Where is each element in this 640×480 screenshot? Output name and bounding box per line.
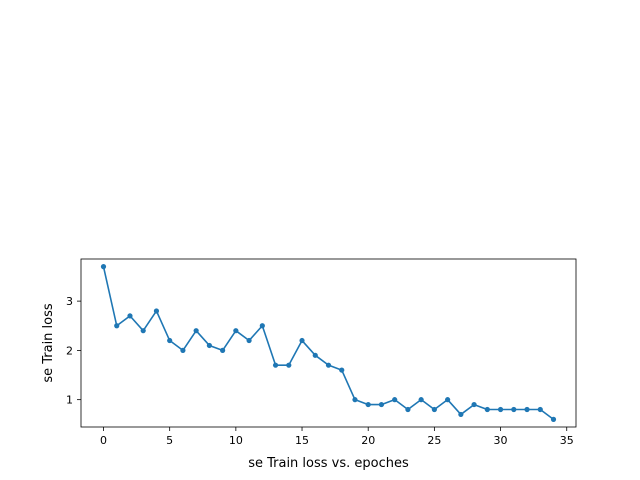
data-point — [259, 323, 265, 329]
data-point — [352, 397, 358, 403]
data-point — [299, 337, 305, 344]
data-point — [445, 397, 451, 403]
data-point — [127, 313, 133, 319]
x-tick-label: 20 — [361, 434, 375, 447]
data-point — [392, 397, 398, 403]
data-point — [471, 401, 477, 408]
x-tick-label: 30 — [494, 434, 508, 447]
axes-frame — [80, 258, 577, 428]
x-tick-label: 5 — [166, 434, 173, 447]
data-point — [100, 264, 107, 270]
data-point — [140, 328, 146, 334]
data-point — [286, 362, 292, 368]
x-tick-label: 10 — [229, 434, 243, 447]
data-point — [246, 337, 252, 344]
data-point — [484, 406, 490, 413]
y-axis-ticks: 1 2 3 — [66, 295, 81, 407]
data-point — [180, 347, 186, 353]
x-tick-label: 15 — [295, 434, 309, 447]
y-tick-label: 1 — [66, 394, 73, 407]
data-point — [325, 362, 332, 368]
x-tick-label: 0 — [100, 434, 107, 447]
data-point — [405, 406, 411, 413]
data-point — [153, 308, 160, 314]
y-tick-label: 3 — [66, 295, 73, 308]
data-point — [431, 406, 437, 413]
data-point — [365, 401, 371, 408]
data-point — [378, 401, 385, 408]
y-axis-label: se Train loss — [41, 303, 56, 383]
series-layer — [100, 264, 557, 422]
data-point — [339, 367, 345, 373]
data-point — [193, 328, 199, 334]
y-tick-label: 2 — [66, 344, 73, 357]
data-point — [206, 342, 212, 349]
data-point — [233, 328, 239, 334]
data-point — [458, 411, 464, 418]
data-point — [220, 347, 226, 353]
x-axis-ticks: 0 5 10 15 20 25 30 35 — [100, 427, 574, 447]
data-point — [418, 397, 424, 403]
x-axis-label: se Train loss vs. epoches — [248, 456, 409, 471]
data-point — [511, 406, 517, 413]
data-point — [497, 406, 504, 413]
x-tick-label: 25 — [427, 434, 441, 447]
data-point — [167, 337, 173, 344]
data-point — [524, 406, 530, 413]
data-point — [114, 323, 120, 329]
data-point — [550, 416, 557, 422]
x-tick-label: 35 — [560, 434, 574, 447]
data-point — [272, 362, 279, 368]
data-point — [537, 406, 543, 413]
data-point — [312, 352, 318, 358]
